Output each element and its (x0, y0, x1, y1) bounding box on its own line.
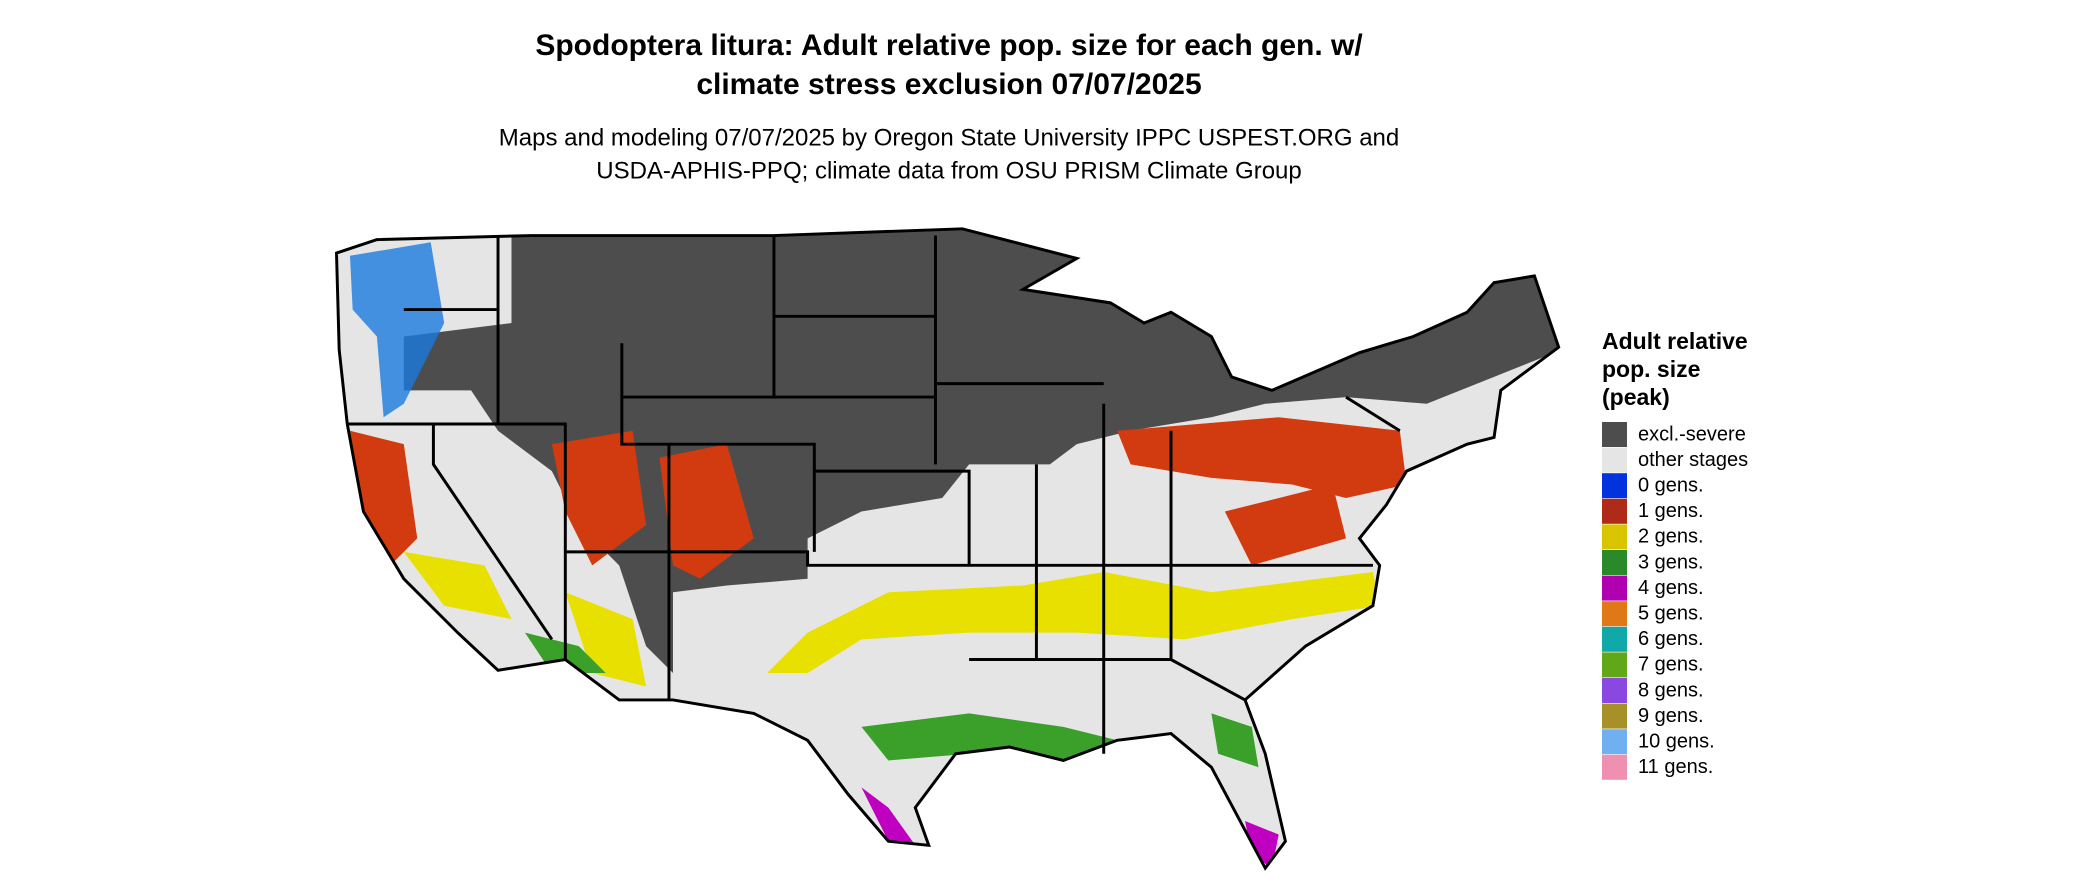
legend-label: 3 gens. (1638, 551, 1704, 573)
legend-label: 0 gens. (1638, 474, 1704, 496)
legend-swatch (1602, 729, 1627, 755)
legend-swatch (1602, 754, 1627, 780)
one-gen-region (1117, 417, 1407, 499)
legend-label: 6 gens. (1638, 628, 1704, 650)
title-line: Spodoptera litura: Adult relative pop. s… (535, 29, 1363, 62)
one-gen-patches (349, 430, 1347, 579)
legend-label: 4 gens. (1638, 577, 1704, 599)
legend-swatch (1602, 703, 1627, 729)
legend-swatch (1602, 678, 1627, 703)
legend-label: 8 gens. (1638, 679, 1704, 701)
legend-label: 11 gens. (1638, 756, 1713, 778)
legend-swatch (1602, 447, 1627, 473)
ten-gen-region (349, 242, 445, 418)
legend-label: 1 gens. (1638, 500, 1704, 522)
legend-swatch (1602, 473, 1627, 499)
legend-title: Adult relative (1602, 328, 1748, 354)
legend-swatch (1602, 575, 1627, 601)
legend-swatch (1602, 601, 1627, 627)
legend-swatch (1602, 498, 1627, 524)
legend-label: 5 gens. (1638, 602, 1704, 624)
legend-title: pop. size (1602, 356, 1700, 382)
legend-label: other stages (1638, 449, 1748, 471)
subtitle: Maps and modeling 07/07/2025 by Oregon S… (499, 124, 1399, 184)
legend-swatch (1602, 422, 1627, 447)
title-line: climate stress exclusion 07/07/2025 (696, 68, 1201, 101)
legend-label: 2 gens. (1638, 526, 1704, 548)
title: Spodoptera litura: Adult relative pop. s… (535, 29, 1363, 101)
us-map (334, 227, 1561, 871)
three-gen-region (524, 632, 1259, 768)
state-borders (334, 227, 1561, 871)
subtitle-line: USDA-APHIS-PPQ; climate data from OSU PR… (596, 157, 1302, 184)
legend-swatch (1602, 652, 1627, 678)
legend-label: 9 gens. (1638, 705, 1704, 727)
legend-swatch (1602, 550, 1627, 575)
legend-label: excl.-severe (1638, 423, 1746, 445)
legend-label: 10 gens. (1638, 730, 1715, 752)
legend-swatch (1602, 524, 1627, 550)
legend-label: 7 gens. (1638, 654, 1704, 676)
legend-swatch (1602, 626, 1627, 652)
subtitle-line: Maps and modeling 07/07/2025 by Oregon S… (499, 124, 1399, 151)
legend-title: (peak) (1602, 384, 1670, 410)
two-gen-region (403, 551, 1380, 687)
